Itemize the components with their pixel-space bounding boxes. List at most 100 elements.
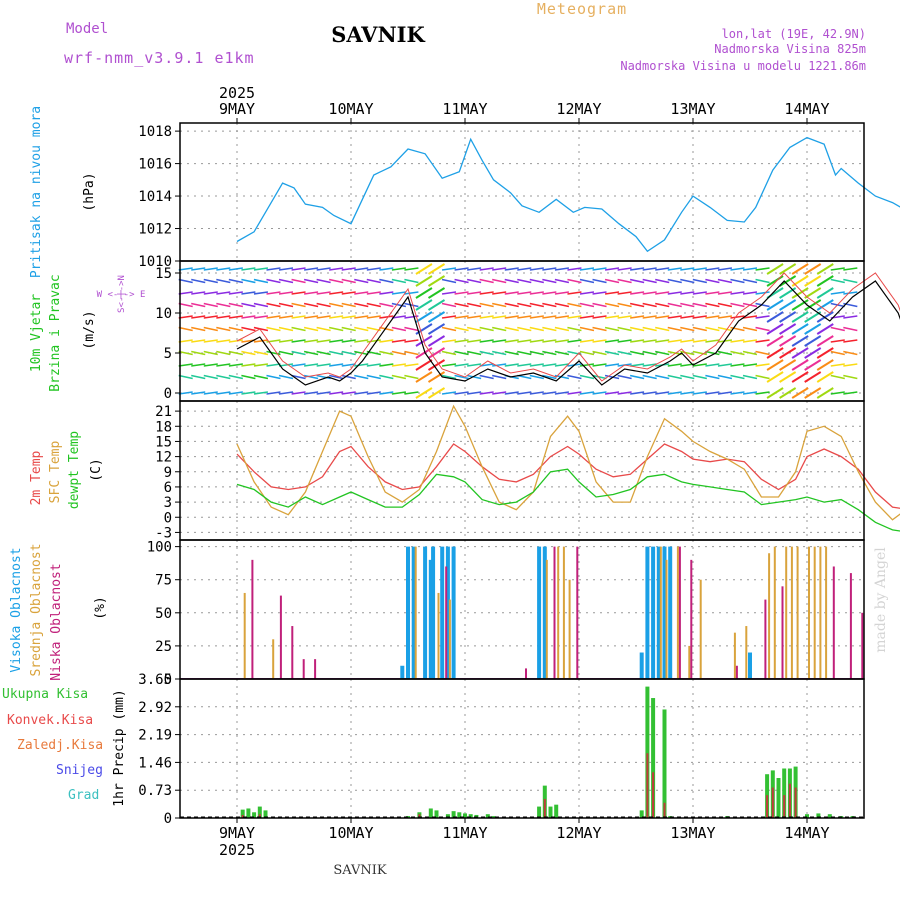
wind-arrow (655, 326, 670, 332)
wind-arrow (341, 391, 356, 395)
wind-arrow (830, 374, 845, 380)
day-label-bottom: 11MAY (442, 824, 487, 842)
wind-arrow (404, 350, 419, 356)
wind-arrow (742, 267, 758, 271)
wind-arrow (529, 350, 544, 356)
wind-arrow (791, 335, 809, 347)
precip-bar-total (662, 709, 667, 818)
wind-arrow (592, 291, 607, 295)
wind-arrow (291, 374, 306, 380)
wind-arrow (766, 323, 784, 335)
precip-bar-total (537, 806, 542, 818)
cloud-bar-low (279, 595, 282, 679)
precip-bar-total (485, 814, 490, 818)
wind-arrow (567, 278, 582, 284)
year-top: 2025 (219, 84, 255, 102)
wind-arrow (779, 299, 797, 311)
wind-arrow (804, 387, 822, 399)
precip-bar-total (639, 810, 644, 818)
wind-arrow (178, 339, 193, 343)
wind-arrow (804, 299, 822, 311)
wind-arrow (705, 391, 720, 395)
wind-arrow (554, 291, 570, 295)
day-label-top: 14MAY (784, 100, 829, 118)
wind-arrow (291, 267, 306, 271)
wind-arrow (291, 363, 306, 367)
wind-arrow (655, 391, 670, 395)
wind-arrow (441, 374, 457, 380)
wind-arrow (529, 291, 544, 295)
y-tick-label: 25 (155, 639, 172, 655)
wind-arrow (504, 315, 519, 319)
wind-arrow (579, 302, 595, 308)
wind-arrow (216, 391, 231, 395)
wind-arrow (730, 339, 745, 343)
wind-arrow (742, 350, 758, 356)
wind-arrow (755, 326, 770, 332)
wind-title-2: Brzina i Pravac (48, 274, 63, 391)
cloud-bar-mid (414, 546, 417, 679)
wind-arrow (441, 339, 457, 343)
precip-bar-total (246, 808, 251, 818)
wind-arrow (705, 315, 720, 319)
wind-gust-line (236, 272, 900, 382)
wind-compass-ns: S<-|->N (117, 275, 127, 313)
wind-arrow (604, 291, 620, 295)
wind-arrow (303, 391, 319, 395)
wind-arrow (479, 291, 494, 295)
y-tick-label: 0 (164, 510, 172, 526)
wind-arrow (427, 323, 446, 335)
wind-arrow (816, 387, 834, 399)
wind-arrow (203, 267, 218, 271)
wind-arrow (341, 363, 356, 367)
wind-arrow (479, 278, 494, 284)
wind-arrow (542, 391, 557, 395)
cloud-bar-low (314, 659, 317, 679)
wind-arrow (579, 374, 595, 380)
wind-arrow (592, 267, 607, 271)
wind-arrow (278, 363, 294, 367)
wind-arrow (366, 278, 381, 284)
wind-arrow (517, 291, 532, 295)
wind-arrow (216, 315, 231, 319)
day-label-bottom: 9MAY (219, 824, 255, 842)
wind-arrow (730, 374, 745, 380)
wind-arrow (843, 267, 858, 271)
wind-arrow (617, 267, 632, 271)
wind-arrow (680, 374, 695, 380)
wind-arrow (766, 311, 784, 323)
wind-arrow (454, 302, 469, 308)
panel-frame (179, 539, 865, 680)
wind-arrow (203, 391, 218, 395)
wind-arrow (529, 339, 544, 343)
wind-arrow (816, 311, 834, 323)
wind-arrow (379, 315, 394, 319)
wind-arrow (642, 350, 657, 356)
wind-arrow (766, 347, 784, 359)
wind-arrow (843, 350, 858, 356)
wind-arrow (178, 315, 193, 319)
wind-arrow (253, 278, 269, 284)
wind-arrow (717, 315, 733, 319)
wind-arrow (241, 363, 256, 367)
wind-arrow (791, 299, 809, 311)
wind-arrow (567, 267, 582, 271)
wind-arrow (579, 350, 595, 356)
cloud-bar-high (440, 546, 445, 679)
wind-arrow (843, 363, 858, 367)
wind-arrow (830, 363, 845, 367)
y-tick-label: 1010 (138, 254, 172, 270)
precip-bar-total (645, 686, 650, 818)
wind-arrow (303, 291, 319, 295)
wind-arrow (742, 339, 758, 343)
wind-arrow (642, 326, 657, 332)
wind-arrow (617, 350, 632, 356)
wind-arrow (391, 291, 406, 295)
wind-arrow (366, 374, 381, 380)
wind-arrow (178, 350, 193, 356)
wind-arrow (329, 363, 344, 367)
wind-arrow (404, 374, 419, 380)
wind-arrow (779, 371, 797, 383)
precip-bar-conv (418, 814, 421, 818)
pressure-title: Pritisak na nivou mora (29, 106, 44, 278)
